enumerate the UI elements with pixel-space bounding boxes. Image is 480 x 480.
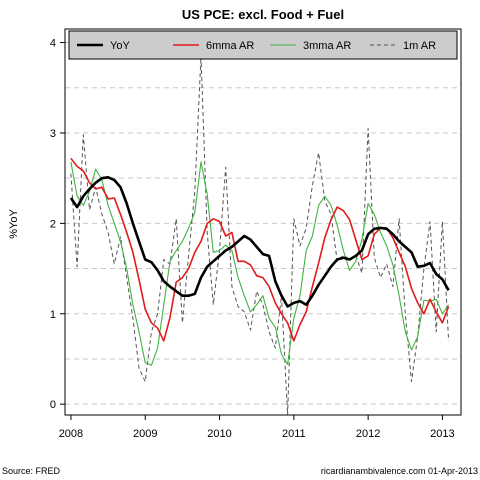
source-note: Source: FRED <box>2 466 61 476</box>
series-line-1m-ar <box>70 55 450 416</box>
y-tick-label: 0 <box>50 399 56 411</box>
legend-label: 6mma AR <box>206 40 254 52</box>
chart-title: US PCE: excl. Food + Fuel <box>182 7 344 22</box>
x-tick-label: 2009 <box>133 428 157 440</box>
legend-label: 1m AR <box>403 40 436 52</box>
y-axis-label: %YoY <box>8 209 20 239</box>
legend-label: YoY <box>110 40 130 52</box>
x-tick-label: 2013 <box>430 428 454 440</box>
y-axis: 0 1 2 3 4 <box>50 38 65 411</box>
x-tick-label: 2012 <box>356 428 380 440</box>
y-tick-label: 4 <box>50 38 56 50</box>
y-tick-label: 2 <box>50 218 56 230</box>
series-line-yoy <box>69 176 450 308</box>
series-line-3mma-ar <box>70 161 450 366</box>
plot-frame <box>64 28 462 416</box>
x-tick-label: 2011 <box>282 428 306 440</box>
x-tick-label: 2010 <box>207 428 231 440</box>
x-tick-label: 2008 <box>59 428 83 440</box>
y-tick-label: 1 <box>50 309 56 321</box>
x-axis: 2008 2009 2010 2011 2012 2013 <box>59 415 455 440</box>
series-layer <box>69 55 450 416</box>
credit-note: ricardianambivalence.com 01-Apr-2013 <box>320 466 478 476</box>
y-tick-label: 3 <box>50 128 56 140</box>
legend-label: 3mma AR <box>303 40 351 52</box>
legend: YoY 6mma AR 3mma AR 1m AR <box>68 30 458 60</box>
